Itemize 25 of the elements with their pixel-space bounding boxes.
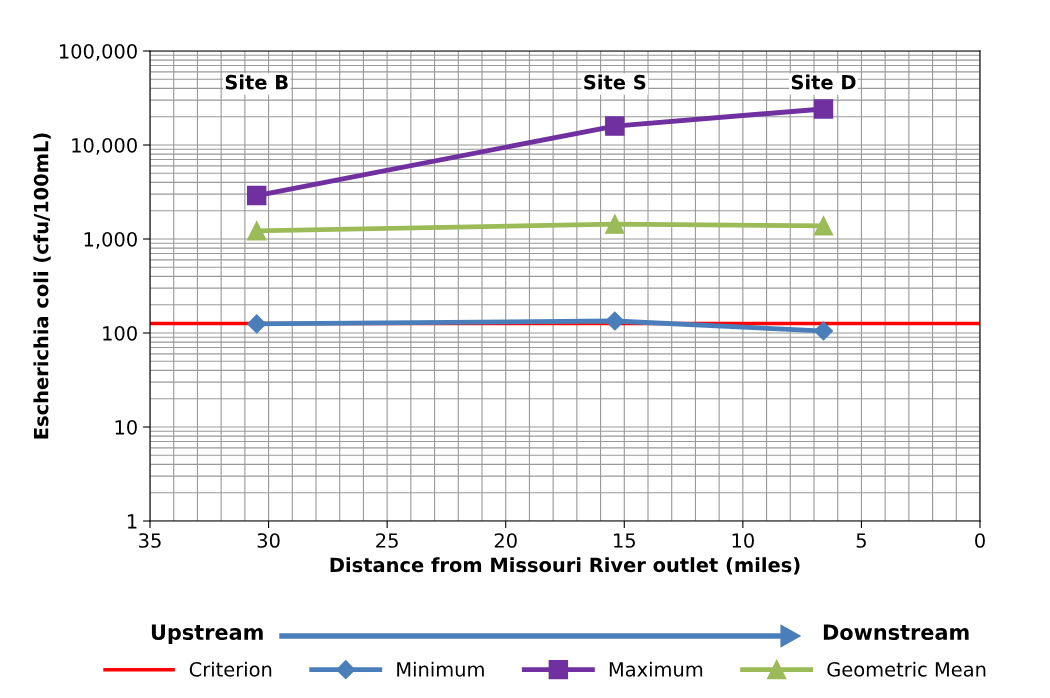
x-tick-label: 15 bbox=[614, 533, 635, 548]
legend-label: Maximum bbox=[609, 661, 703, 677]
y-axis-title: Escherichia coli (cfu/100mL) bbox=[33, 133, 51, 439]
text: Downstream bbox=[823, 624, 969, 641]
x-tick-label: 30 bbox=[257, 533, 280, 548]
x-tick-label: 20 bbox=[494, 533, 517, 548]
annotation: Site D bbox=[791, 74, 856, 90]
annotation: Site B bbox=[225, 74, 288, 90]
y-tick-label: 100,000 bbox=[59, 43, 137, 61]
x-tick-label: 25 bbox=[376, 533, 398, 548]
y-tick-label: 1 bbox=[127, 514, 137, 529]
y-tick-label: 100 bbox=[103, 325, 137, 341]
x-tick-label: 35 bbox=[139, 533, 161, 548]
x-tick-label: 5 bbox=[856, 533, 866, 548]
x-tick-label: 10 bbox=[732, 533, 754, 548]
legend-label: Geometric Mean bbox=[827, 661, 986, 677]
y-tick-label: 10 bbox=[115, 419, 137, 435]
x-tick-label: 0 bbox=[975, 533, 985, 548]
annotation: Site S bbox=[584, 74, 646, 90]
text: Upstream bbox=[151, 624, 263, 645]
y-tick-label: 1,000 bbox=[84, 231, 137, 249]
x-axis-title: Distance from Missouri River outlet (miles) bbox=[330, 557, 800, 575]
y-tick-label: 10,000 bbox=[72, 137, 137, 155]
legend-label: Minimum bbox=[397, 661, 484, 677]
legend-label: Criterion bbox=[189, 661, 272, 677]
